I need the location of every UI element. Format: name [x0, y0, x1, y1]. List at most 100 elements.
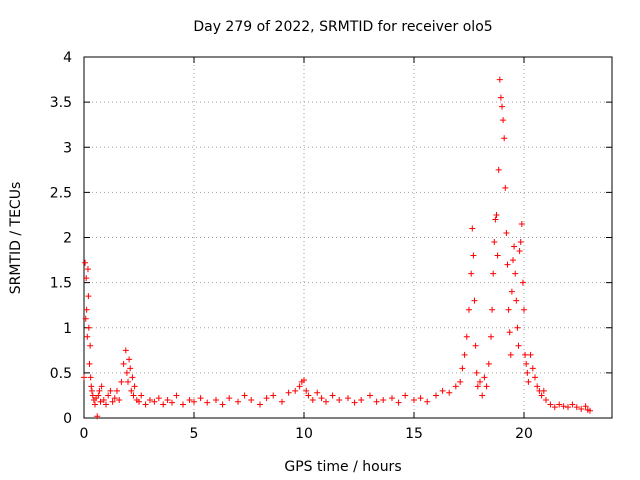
- x-tick-label: 10: [295, 426, 313, 442]
- data-point: [226, 395, 233, 402]
- data-point: [235, 398, 241, 405]
- data-point: [191, 398, 197, 405]
- axis-ticks: 0 5 10 15 20 0 0.5 1 1.5 2 2.5 3 3.5 4: [50, 50, 612, 442]
- y-tick-label: 2.5: [50, 185, 72, 201]
- data-point: [111, 395, 118, 402]
- data-point: [263, 395, 270, 402]
- data-point: [116, 396, 123, 403]
- y-tick-label: 3: [63, 140, 72, 156]
- data-point: [219, 401, 226, 408]
- data-point: [556, 401, 563, 408]
- data-point: [457, 378, 464, 385]
- data-point: [105, 392, 112, 399]
- data-point: [303, 387, 310, 394]
- data-point: [147, 396, 153, 403]
- data-point: [100, 396, 107, 403]
- data-point: [411, 396, 417, 403]
- grid-lines: [84, 57, 612, 418]
- data-point: [130, 392, 137, 399]
- data-point: [248, 396, 255, 403]
- data-point: [538, 392, 545, 399]
- data-point: [560, 403, 567, 410]
- data-point: [521, 306, 527, 313]
- data-point: [477, 378, 483, 385]
- data-point: [127, 365, 134, 372]
- data-point: [551, 404, 558, 411]
- data-point: [180, 401, 186, 408]
- data-point: [439, 387, 446, 394]
- data-point: [474, 383, 481, 390]
- data-point: [107, 387, 114, 394]
- data-point: [493, 211, 500, 218]
- data-point: [197, 395, 204, 402]
- data-point: [82, 259, 89, 266]
- data-point: [522, 351, 529, 358]
- data-point: [186, 396, 193, 403]
- data-point: [151, 398, 158, 405]
- y-tick-label: 0: [63, 411, 72, 427]
- data-point: [573, 404, 580, 411]
- data-point: [565, 404, 571, 411]
- data-point: [524, 369, 531, 376]
- data-point: [160, 401, 167, 408]
- data-point: [85, 293, 92, 300]
- data-point: [501, 135, 508, 142]
- data-point: [87, 342, 94, 349]
- data-point: [515, 342, 522, 349]
- data-point: [88, 387, 95, 394]
- data-point: [389, 395, 395, 402]
- data-point: [470, 252, 477, 259]
- data-point: [97, 398, 104, 405]
- y-axis-label: SRMTID / TECUs: [8, 182, 24, 295]
- data-point: [126, 356, 133, 363]
- data-point: [270, 392, 277, 399]
- data-point: [463, 333, 470, 340]
- data-point: [547, 401, 554, 408]
- data-point: [473, 369, 480, 376]
- x-tick-label: 5: [190, 426, 199, 442]
- data-point: [513, 297, 520, 304]
- data-point: [461, 351, 468, 358]
- data-point: [510, 257, 516, 264]
- data-point: [496, 76, 503, 83]
- chart-title: Day 279 of 2022, SRMTID for receiver olo…: [193, 19, 492, 35]
- data-point: [508, 288, 515, 295]
- data-point: [87, 374, 94, 381]
- data-point: [459, 365, 466, 372]
- data-point: [402, 392, 409, 399]
- y-tick-label: 0.5: [50, 366, 72, 382]
- data-point: [131, 383, 138, 390]
- y-tick-label: 2: [63, 231, 72, 247]
- data-point: [329, 392, 336, 399]
- data-point: [122, 347, 129, 354]
- data-point: [164, 396, 171, 403]
- data-point: [83, 306, 90, 313]
- data-point: [96, 387, 103, 394]
- data-points: [81, 76, 593, 420]
- data-point: [517, 239, 524, 246]
- data-point: [123, 369, 130, 376]
- data-point: [84, 333, 91, 340]
- data-point: [336, 396, 343, 403]
- data-point: [323, 398, 329, 405]
- data-point: [94, 413, 101, 420]
- data-point: [532, 374, 538, 381]
- data-point: [204, 399, 211, 406]
- data-point: [309, 396, 316, 403]
- data-point: [318, 395, 325, 402]
- data-point: [155, 395, 162, 402]
- data-point: [504, 261, 511, 268]
- data-point: [446, 389, 453, 396]
- data-point: [98, 383, 105, 390]
- data-point: [466, 306, 472, 313]
- data-point: [514, 324, 521, 331]
- data-point: [89, 392, 96, 399]
- data-point: [543, 396, 549, 403]
- data-point: [118, 378, 125, 385]
- data-point: [578, 405, 585, 412]
- data-point: [358, 396, 365, 403]
- x-tick-label: 0: [80, 426, 89, 442]
- data-point: [114, 387, 120, 394]
- data-point: [84, 266, 91, 273]
